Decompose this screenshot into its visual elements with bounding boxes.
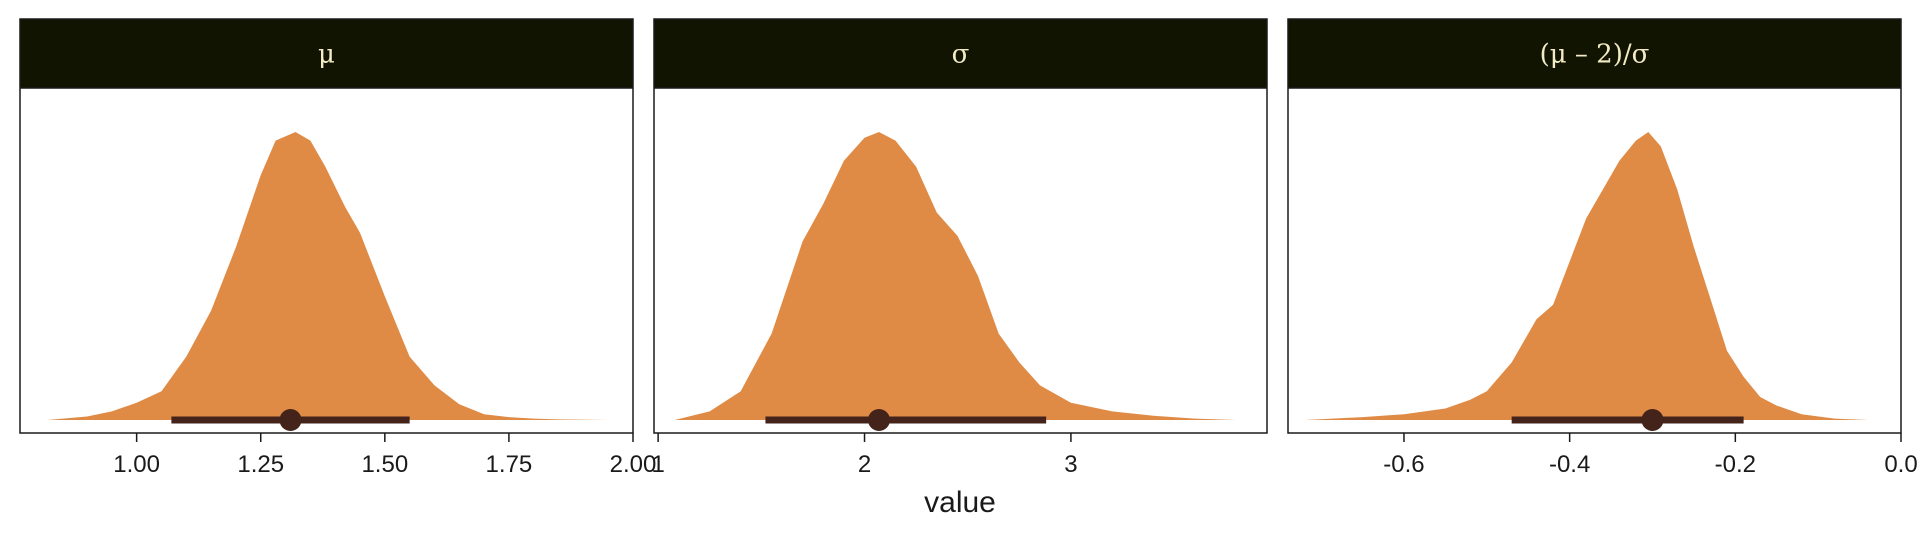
x-tick-label: -0.6 [1383,451,1424,478]
x-axis-title: value [924,486,996,519]
panel-border [653,18,1268,434]
x-tick-label: 3 [1064,451,1077,478]
panel-border [19,18,634,434]
point-estimate [279,409,302,431]
point-estimate [1641,409,1664,431]
x-tick-label: 1.75 [486,451,533,478]
x-tick-label: -0.2 [1715,451,1756,478]
facet-panels: μ 1.00 1.25 1.50 1.75 2.00 σ 1 2 3 (μ – 2)/σ -0.6 -0… [19,18,1918,478]
density-area [674,132,1236,420]
x-tick-label: 1 [651,451,664,478]
x-tick-label: 1.00 [113,451,160,478]
facet-strip [20,19,633,88]
x-tick-label: 2.00 [610,451,657,478]
density-area [1304,132,1868,420]
facet-strip [1288,19,1901,88]
x-tick-label: 1.50 [361,451,408,478]
density-area [47,132,609,420]
facet-strip-label: μ [318,40,335,70]
facet-panel: μ 1.00 1.25 1.50 1.75 2.00 [19,18,657,478]
facet-panel: (μ – 2)/σ -0.6 -0.4 -0.2 0.0 [1287,18,1918,478]
point-estimate [867,409,890,431]
panel-border [1287,18,1902,434]
x-tick-label: 0.0 [1884,451,1917,478]
facet-panel: σ 1 2 3 [651,18,1268,478]
x-tick-label: 2 [858,451,871,478]
facet-strip-label: σ [952,40,970,70]
facet-strip [654,19,1267,88]
x-tick-label: 1.25 [237,451,284,478]
x-tick-label: -0.4 [1549,451,1590,478]
facet-strip-label: (μ – 2)/σ [1540,40,1650,70]
